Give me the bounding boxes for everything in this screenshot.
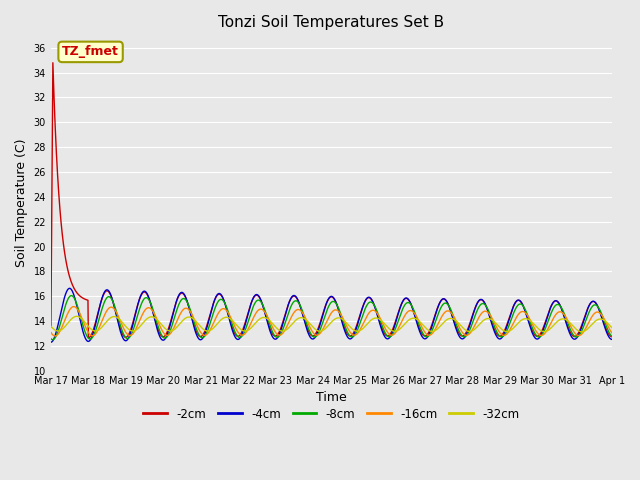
-32cm (608, 325, 616, 331)
-8cm (493, 328, 500, 334)
-2cm (159, 334, 166, 340)
-2cm (84, 335, 92, 341)
-16cm (70, 304, 77, 310)
-8cm (608, 334, 616, 339)
-16cm (47, 330, 55, 336)
-4cm (608, 336, 616, 342)
-8cm (159, 334, 166, 340)
-32cm (492, 321, 500, 326)
-8cm (47, 336, 55, 342)
-2cm (608, 334, 616, 339)
Line: -16cm: -16cm (51, 307, 612, 336)
Line: -32cm: -32cm (51, 316, 612, 332)
-4cm (66, 286, 74, 291)
-16cm (419, 327, 427, 333)
-32cm (419, 322, 427, 328)
Title: Tonzi Soil Temperatures Set B: Tonzi Soil Temperatures Set B (218, 15, 445, 30)
-16cm (173, 319, 180, 325)
-16cm (493, 324, 500, 330)
-16cm (51, 333, 59, 339)
Line: -2cm: -2cm (51, 63, 612, 338)
Legend: -2cm, -4cm, -8cm, -16cm, -32cm: -2cm, -4cm, -8cm, -16cm, -32cm (139, 403, 524, 425)
-16cm (608, 330, 616, 336)
-16cm (159, 329, 166, 335)
-32cm (159, 323, 166, 329)
-8cm (173, 308, 180, 314)
-4cm (47, 339, 55, 345)
Line: -4cm: -4cm (51, 288, 612, 342)
-8cm (419, 331, 427, 337)
-8cm (236, 335, 243, 340)
-4cm (492, 333, 500, 338)
-2cm (236, 333, 243, 339)
Y-axis label: Soil Temperature (C): Soil Temperature (C) (15, 139, 28, 267)
-32cm (47, 324, 55, 329)
-4cm (419, 335, 427, 340)
-32cm (172, 325, 180, 331)
-2cm (173, 299, 180, 304)
-8cm (542, 324, 550, 329)
-32cm (542, 329, 550, 335)
-2cm (493, 331, 500, 336)
-2cm (49, 60, 57, 66)
-16cm (542, 329, 550, 335)
X-axis label: Time: Time (316, 391, 347, 404)
-4cm (159, 337, 166, 343)
-16cm (236, 331, 243, 336)
-2cm (542, 317, 550, 323)
-32cm (73, 313, 81, 319)
Line: -8cm: -8cm (51, 296, 612, 340)
-2cm (47, 324, 55, 330)
-4cm (172, 300, 180, 305)
-2cm (419, 332, 427, 338)
-4cm (235, 336, 243, 342)
-4cm (542, 320, 550, 325)
-8cm (49, 337, 57, 343)
-32cm (578, 329, 586, 335)
-32cm (235, 325, 243, 331)
Text: TZ_fmet: TZ_fmet (62, 46, 119, 59)
-8cm (67, 293, 75, 299)
